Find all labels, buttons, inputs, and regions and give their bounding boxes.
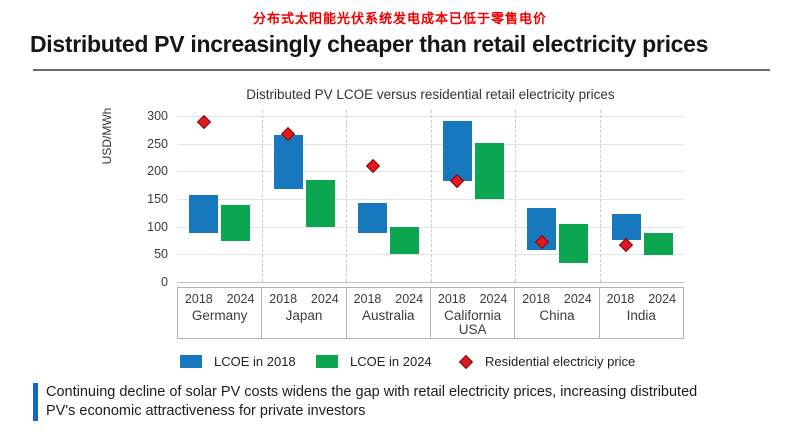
- lcoe-2018-swatch-icon: [180, 355, 202, 368]
- legend-label-lcoe-2024: LCOE in 2024: [350, 354, 432, 369]
- year-label: 2018: [437, 292, 466, 306]
- group-separator: [346, 110, 347, 282]
- bar-lcoe-2018-japan: [273, 135, 303, 190]
- y-tick-label-50: 50: [154, 247, 168, 262]
- legend-item-lcoe-2024: LCOE in 2024: [316, 354, 432, 369]
- year-label: 2024: [310, 292, 339, 306]
- lcoe-2024-swatch-icon: [316, 355, 338, 368]
- year-labels: 2018 2024: [515, 292, 598, 306]
- category-label: India: [626, 308, 656, 323]
- footer-note: Continuing decline of solar PV costs wid…: [33, 383, 697, 421]
- legend-item-retail-price: Residential electriciy price: [458, 354, 636, 369]
- group-separator: [430, 110, 432, 282]
- bar-lcoe-2018-california-usa: [442, 120, 472, 182]
- y-tick-label-100: 100: [147, 219, 168, 234]
- year-label: 2024: [479, 292, 508, 306]
- category-cell-germany: 2018 2024 Germany: [178, 288, 263, 338]
- chinese-title: 分布式太阳能光伏系统发电成本已低于零售电价: [252, 11, 547, 26]
- y-axis-label: USD/MWh: [100, 107, 114, 165]
- year-label: 2018: [522, 292, 551, 306]
- y-tick-label-200: 200: [147, 164, 168, 179]
- category-label: Japan: [285, 308, 323, 323]
- y-tick-label-150: 150: [147, 192, 168, 206]
- bar-lcoe-2018-germany: [189, 194, 218, 234]
- legend-item-lcoe-2018: LCOE in 2018: [180, 354, 296, 369]
- category-label: Germany: [191, 308, 248, 323]
- category-label: Australia: [362, 308, 415, 323]
- bar-lcoe-2024-china: [559, 224, 588, 264]
- footer-text: Continuing decline of solar PV costs wid…: [46, 383, 697, 421]
- footer-accent-bar: [33, 383, 38, 421]
- category-cell-china: 2018 2024 China: [515, 288, 600, 338]
- year-labels: 2018 2024: [347, 292, 430, 306]
- category-label: China: [539, 308, 575, 323]
- group-separator: [599, 110, 601, 282]
- marker-retail-price-india: [618, 237, 634, 252]
- bar-lcoe-2024-japan: [305, 179, 335, 227]
- bar-lcoe-2018-australia: [358, 203, 387, 234]
- year-label: 2018: [353, 292, 382, 306]
- year-labels: 2018 2024: [431, 292, 514, 306]
- year-label: 2024: [563, 292, 592, 306]
- year-labels: 2018 2024: [262, 292, 345, 306]
- year-labels: 2018 2024: [178, 292, 261, 306]
- group-separator: [515, 110, 516, 282]
- y-tick-label-300: 300: [147, 109, 168, 123]
- category-cell-india: 2018 2024 India: [600, 288, 683, 338]
- bar-lcoe-2024-germany: [221, 204, 250, 242]
- year-label: 2024: [395, 292, 424, 306]
- year-labels: 2018 2024: [600, 292, 683, 306]
- bar-lcoe-2024-california-usa: [474, 143, 504, 199]
- category-label: California USA: [444, 308, 502, 337]
- category-cell-california-usa: 2018 2024 California USA: [431, 288, 516, 338]
- retail-price-diamond-icon: [458, 354, 474, 369]
- title-underline: [33, 69, 770, 71]
- plot-area: [177, 110, 684, 283]
- bar-lcoe-2024-india: [643, 233, 673, 255]
- legend-label-retail-price: Residential electriciy price: [485, 354, 636, 369]
- y-tick-label-250: 250: [147, 136, 168, 151]
- y-tick-label-0: 0: [161, 275, 168, 289]
- page-title: Distributed PV increasingly cheaper than…: [30, 31, 709, 57]
- year-label: 2024: [226, 292, 255, 306]
- footer-line1: Continuing decline of solar PV costs wid…: [46, 384, 698, 400]
- year-label: 2018: [606, 292, 635, 306]
- group-separator: [261, 110, 263, 282]
- bar-lcoe-2024-australia: [390, 226, 419, 255]
- legend-label-lcoe-2018: LCOE in 2018: [214, 354, 296, 369]
- year-label: 2018: [269, 292, 298, 306]
- chart-title: Distributed PV LCOE versus residential r…: [246, 87, 615, 102]
- footer-line2: PV's economic attractiveness for private…: [46, 403, 366, 419]
- category-cell-australia: 2018 2024 Australia: [347, 288, 431, 338]
- x-axis-category-strip: 2018 2024 Germany 2018 2024 Japan 2018 2024 Aust…: [177, 287, 684, 339]
- legend: LCOE in 2018 LCOE in 2024 Residential el…: [0, 354, 800, 374]
- year-label: 2018: [184, 292, 213, 306]
- year-label: 2024: [648, 292, 677, 306]
- bar-lcoe-2018-india: [611, 214, 641, 240]
- category-cell-japan: 2018 2024 Japan: [262, 288, 347, 338]
